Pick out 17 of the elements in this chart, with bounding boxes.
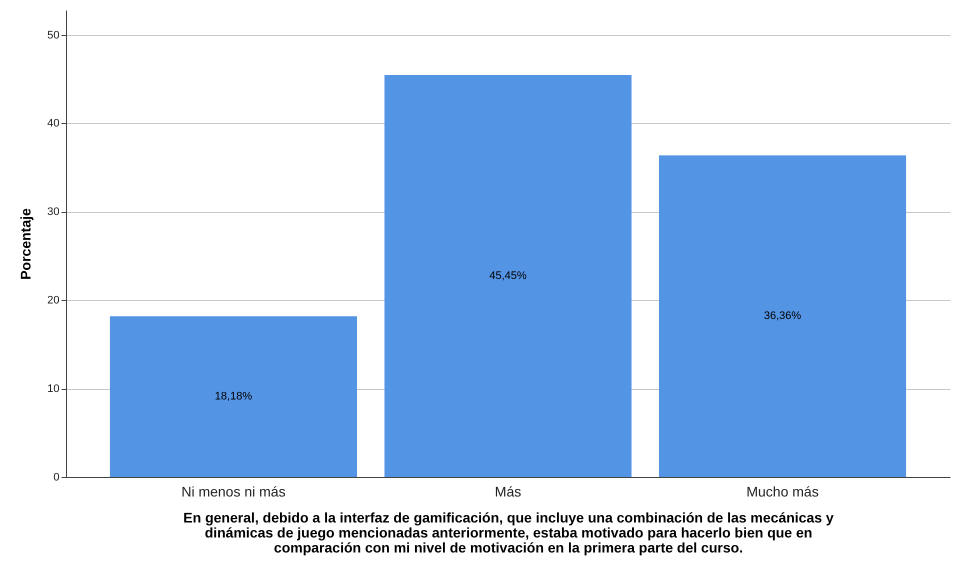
y-tick-label: 0 (53, 472, 60, 484)
y-tick-label: 40 (47, 118, 60, 130)
y-tick-label: 10 (47, 383, 60, 396)
x-axis-title: En general, debido a la interfaz de gamificación, que incluye una combinación de las mecánicas y dinámicas de juego mencionadas anteriormente, estaba motivado para hacerlo bien que en comparación con mi nivel de motivación en la primera parte del curso. (183, 510, 834, 556)
y-tick-label: 50 (47, 29, 60, 42)
x-tick-label: Ni menos ni más (181, 484, 286, 500)
data-label: 18,18% (214, 390, 252, 403)
y-axis-title: Porcentaje (17, 208, 34, 280)
data-label: 45,45% (489, 270, 527, 282)
bar (110, 316, 358, 477)
x-tick-label: Más (494, 484, 522, 500)
bar (384, 75, 632, 477)
bar (658, 155, 906, 477)
y-tick-label: 30 (47, 206, 60, 218)
data-label: 36,36% (764, 310, 802, 322)
y-tick-label: 20 (47, 294, 60, 307)
x-tick-label: Mucho más (746, 484, 819, 500)
